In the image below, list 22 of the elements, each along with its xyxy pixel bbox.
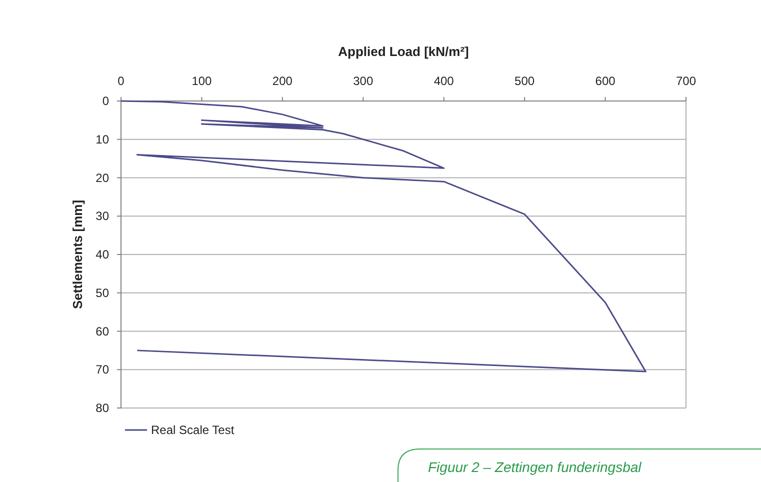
x-tick-label: 0	[118, 74, 125, 88]
x-tick-label: 300	[353, 74, 374, 88]
x-tick-label: 500	[514, 74, 535, 88]
y-tick-label: 40	[96, 248, 110, 262]
y-tick-label: 50	[96, 286, 110, 300]
y-tick-label: 10	[96, 132, 110, 146]
y-axis-title: Settlements [mm]	[70, 200, 85, 310]
x-axis-title: Applied Load [kN/m²]	[338, 44, 469, 59]
x-tick-label: 600	[595, 74, 616, 88]
x-tick-label: 700	[676, 74, 696, 88]
y-tick-label: 20	[96, 170, 110, 185]
line-series	[120, 100, 646, 372]
text: Figuur 2 – Zettingen funderingsbal	[428, 459, 642, 475]
y-tick-label: 30	[96, 209, 110, 224]
legend-label: Real Scale Test	[151, 423, 235, 437]
y-tick-label: 0	[102, 94, 110, 108]
x-tick-label: 400	[434, 74, 454, 88]
y-tick-label: 70	[96, 362, 110, 377]
x-tick-label: 200	[272, 74, 293, 88]
y-tick-label: 80	[96, 401, 110, 415]
y-tick-label: 60	[96, 324, 110, 338]
x-tick-label: 100	[192, 74, 212, 88]
